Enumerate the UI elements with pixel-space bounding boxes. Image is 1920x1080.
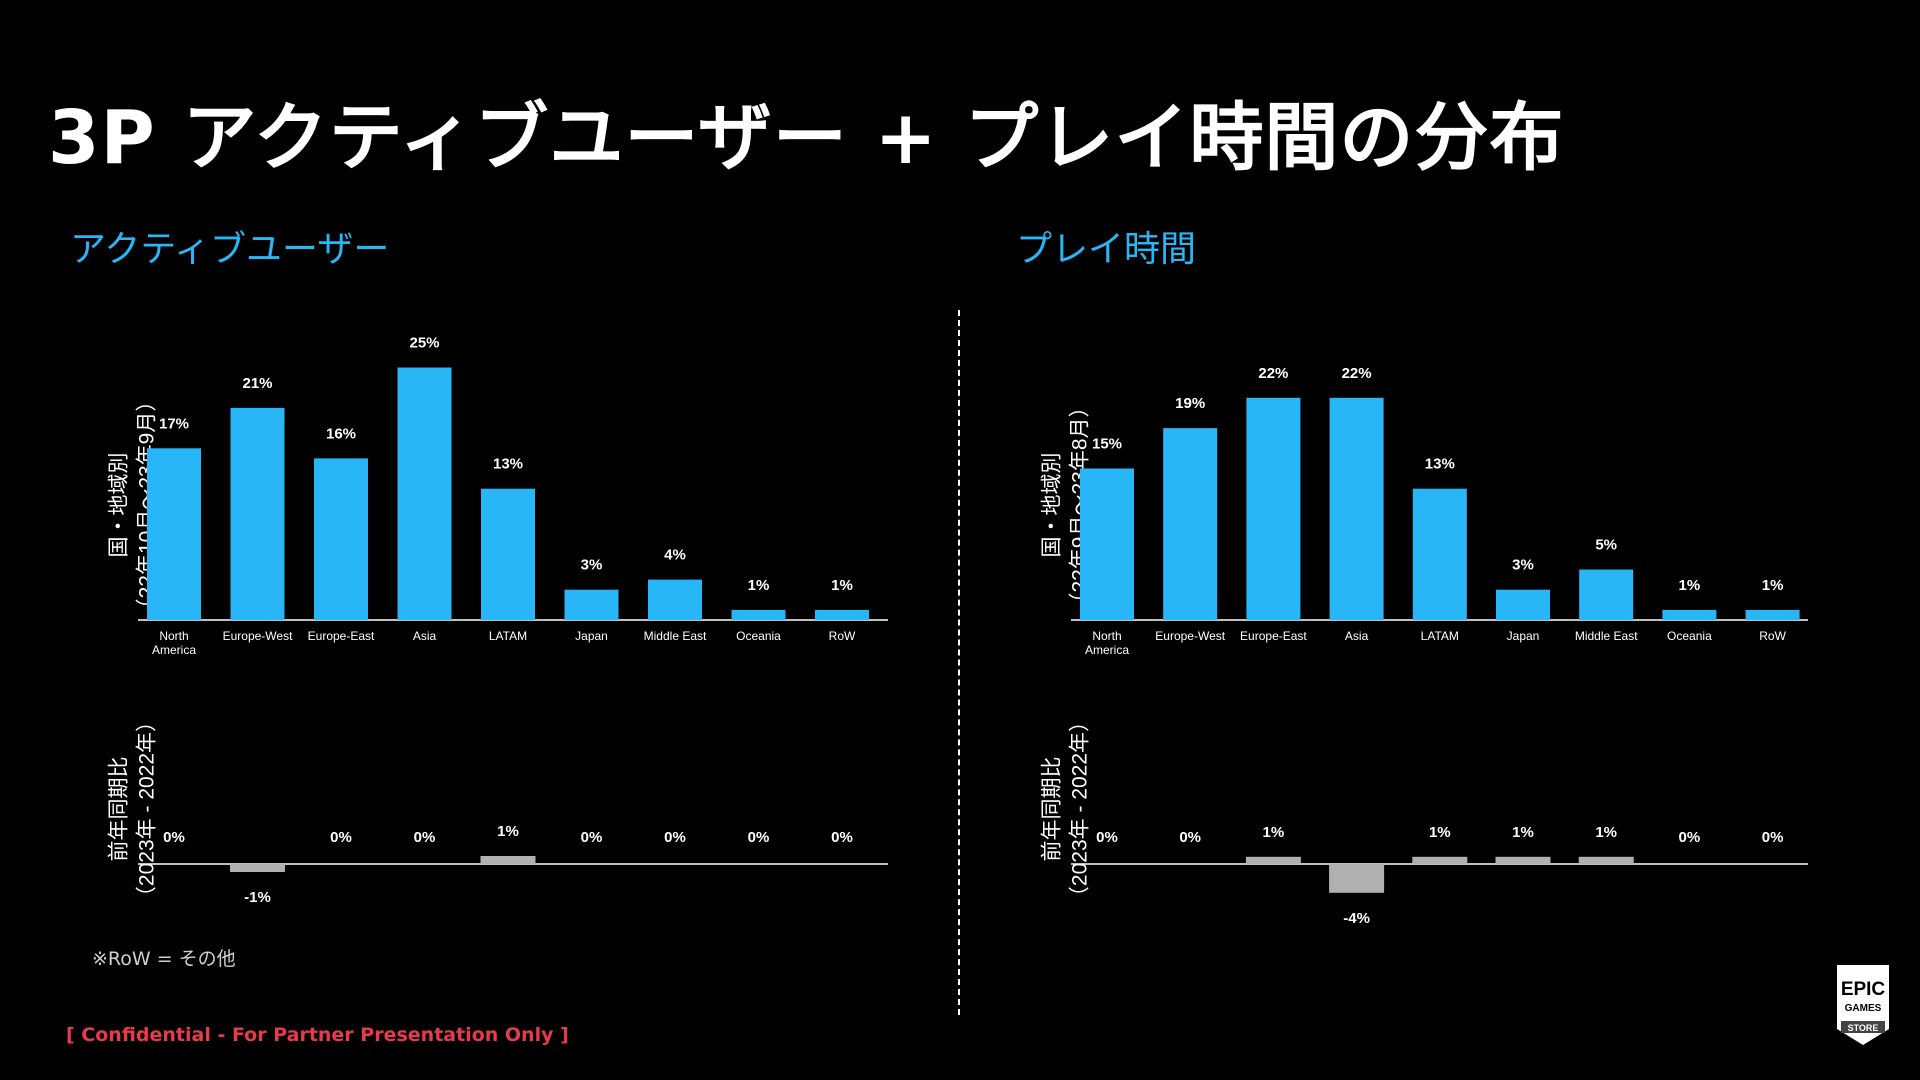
tick-label: Oceania — [1667, 629, 1712, 643]
tick-label: Japan — [1507, 629, 1540, 643]
footnote: ※RoW = その他 — [92, 948, 236, 970]
tick-label: North — [1092, 629, 1121, 643]
yoy-data-label: -4% — [1343, 910, 1370, 927]
yoy-data-label: -1% — [244, 889, 271, 906]
data-label: 1% — [748, 577, 770, 594]
yoy-data-label: 0% — [330, 829, 352, 846]
yoy-data-label: 0% — [581, 829, 603, 846]
active-users-heading: アクティブユーザー — [70, 229, 390, 270]
yoy-data-label: 0% — [163, 829, 185, 846]
tick-label: RoW — [1759, 629, 1786, 643]
logo-text-epic: EPIC — [1841, 979, 1886, 1000]
bar — [1329, 397, 1384, 620]
yoy-bar — [1245, 856, 1301, 864]
yoy-data-label: 1% — [1263, 824, 1285, 841]
data-label: 15% — [1092, 436, 1122, 453]
data-label: 21% — [242, 375, 272, 392]
yoy-data-label: 0% — [1179, 829, 1201, 846]
bar — [1496, 589, 1550, 620]
tick-label: RoW — [829, 629, 856, 643]
tick-label: Europe-East — [308, 629, 375, 643]
bar — [1662, 609, 1717, 620]
yoy-bar — [1578, 856, 1634, 864]
bar — [815, 609, 869, 620]
data-label: 13% — [1425, 456, 1455, 473]
data-label: 17% — [159, 415, 189, 432]
bar — [397, 367, 452, 620]
bar — [147, 448, 201, 620]
yoy-data-label: 0% — [1679, 829, 1701, 846]
tick-label: America — [1085, 643, 1129, 657]
yoy-data-label: 0% — [748, 829, 770, 846]
y-axis-label: （2023年 - 2022年） — [1069, 711, 1092, 907]
yoy-data-label: 0% — [1096, 829, 1118, 846]
yoy-data-label: 0% — [831, 829, 853, 846]
tick-label: America — [152, 643, 196, 657]
data-label: 1% — [1762, 577, 1784, 594]
data-label: 5% — [1595, 537, 1617, 554]
data-label: 3% — [581, 557, 603, 574]
tick-label: Oceania — [736, 629, 781, 643]
yoy-data-label: 1% — [497, 823, 519, 840]
data-label: 4% — [664, 547, 686, 564]
bar — [1745, 609, 1800, 620]
yoy-bar — [1329, 864, 1385, 893]
tick-label: Japan — [575, 629, 608, 643]
tick-label: Middle East — [1575, 629, 1638, 643]
bar — [1163, 428, 1218, 620]
logo-text-store: STORE — [1848, 1023, 1879, 1033]
tick-label: LATAM — [489, 629, 527, 643]
data-label: 13% — [493, 456, 523, 473]
data-label: 22% — [1342, 365, 1372, 382]
panel-divider — [958, 310, 960, 1015]
bar — [731, 609, 786, 620]
tick-label: Europe-West — [1155, 629, 1225, 643]
data-label: 3% — [1512, 557, 1534, 574]
y-axis-label: 前年同期比 — [1041, 757, 1064, 862]
tick-label: Europe-West — [223, 629, 293, 643]
y-axis-label: 前年同期比 — [108, 757, 131, 862]
tick-label: Asia — [1345, 629, 1369, 643]
bar — [314, 458, 368, 620]
yoy-bar — [1412, 856, 1468, 864]
data-label: 22% — [1258, 365, 1288, 382]
tick-label: Asia — [413, 629, 437, 643]
bar — [1579, 569, 1634, 620]
yoy-data-label: 1% — [1595, 824, 1617, 841]
bar — [230, 407, 285, 620]
bar — [1246, 397, 1301, 620]
bar — [1080, 468, 1134, 620]
data-label: 16% — [326, 425, 356, 442]
y-axis-label: 国・地域別 — [1041, 453, 1064, 558]
data-label: 25% — [409, 335, 439, 352]
yoy-data-label: 0% — [414, 829, 436, 846]
tick-label: LATAM — [1421, 629, 1459, 643]
yoy-data-label: 1% — [1429, 824, 1451, 841]
yoy-bar — [230, 864, 285, 872]
bar — [481, 488, 535, 620]
data-label: 19% — [1175, 395, 1205, 412]
yoy-data-label: 1% — [1512, 824, 1534, 841]
epic-games-store-logo: EPIC GAMES STORE — [1837, 965, 1889, 1045]
data-label: 1% — [1679, 577, 1701, 594]
yoy-data-label: 0% — [1762, 829, 1784, 846]
tick-label: Middle East — [644, 629, 707, 643]
bar — [648, 579, 702, 620]
tick-label: North — [159, 629, 188, 643]
bar — [564, 589, 619, 620]
data-label: 1% — [831, 577, 853, 594]
tick-label: Europe-East — [1240, 629, 1307, 643]
logo-text-games: GAMES — [1845, 1003, 1882, 1014]
y-axis-label: （2023年 - 2022年） — [136, 711, 159, 907]
page-title: 3P アクティブユーザー + プレイ時間の分布 — [48, 95, 1565, 181]
playtime-heading: プレイ時間 — [1016, 229, 1197, 270]
yoy-bar — [480, 856, 536, 864]
yoy-bar — [1495, 856, 1551, 864]
bar — [1412, 488, 1467, 620]
confidential-notice: [ Confidential - For Partner Presentatio… — [66, 1024, 569, 1046]
y-axis-label: 国・地域別 — [108, 453, 131, 558]
yoy-data-label: 0% — [664, 829, 686, 846]
